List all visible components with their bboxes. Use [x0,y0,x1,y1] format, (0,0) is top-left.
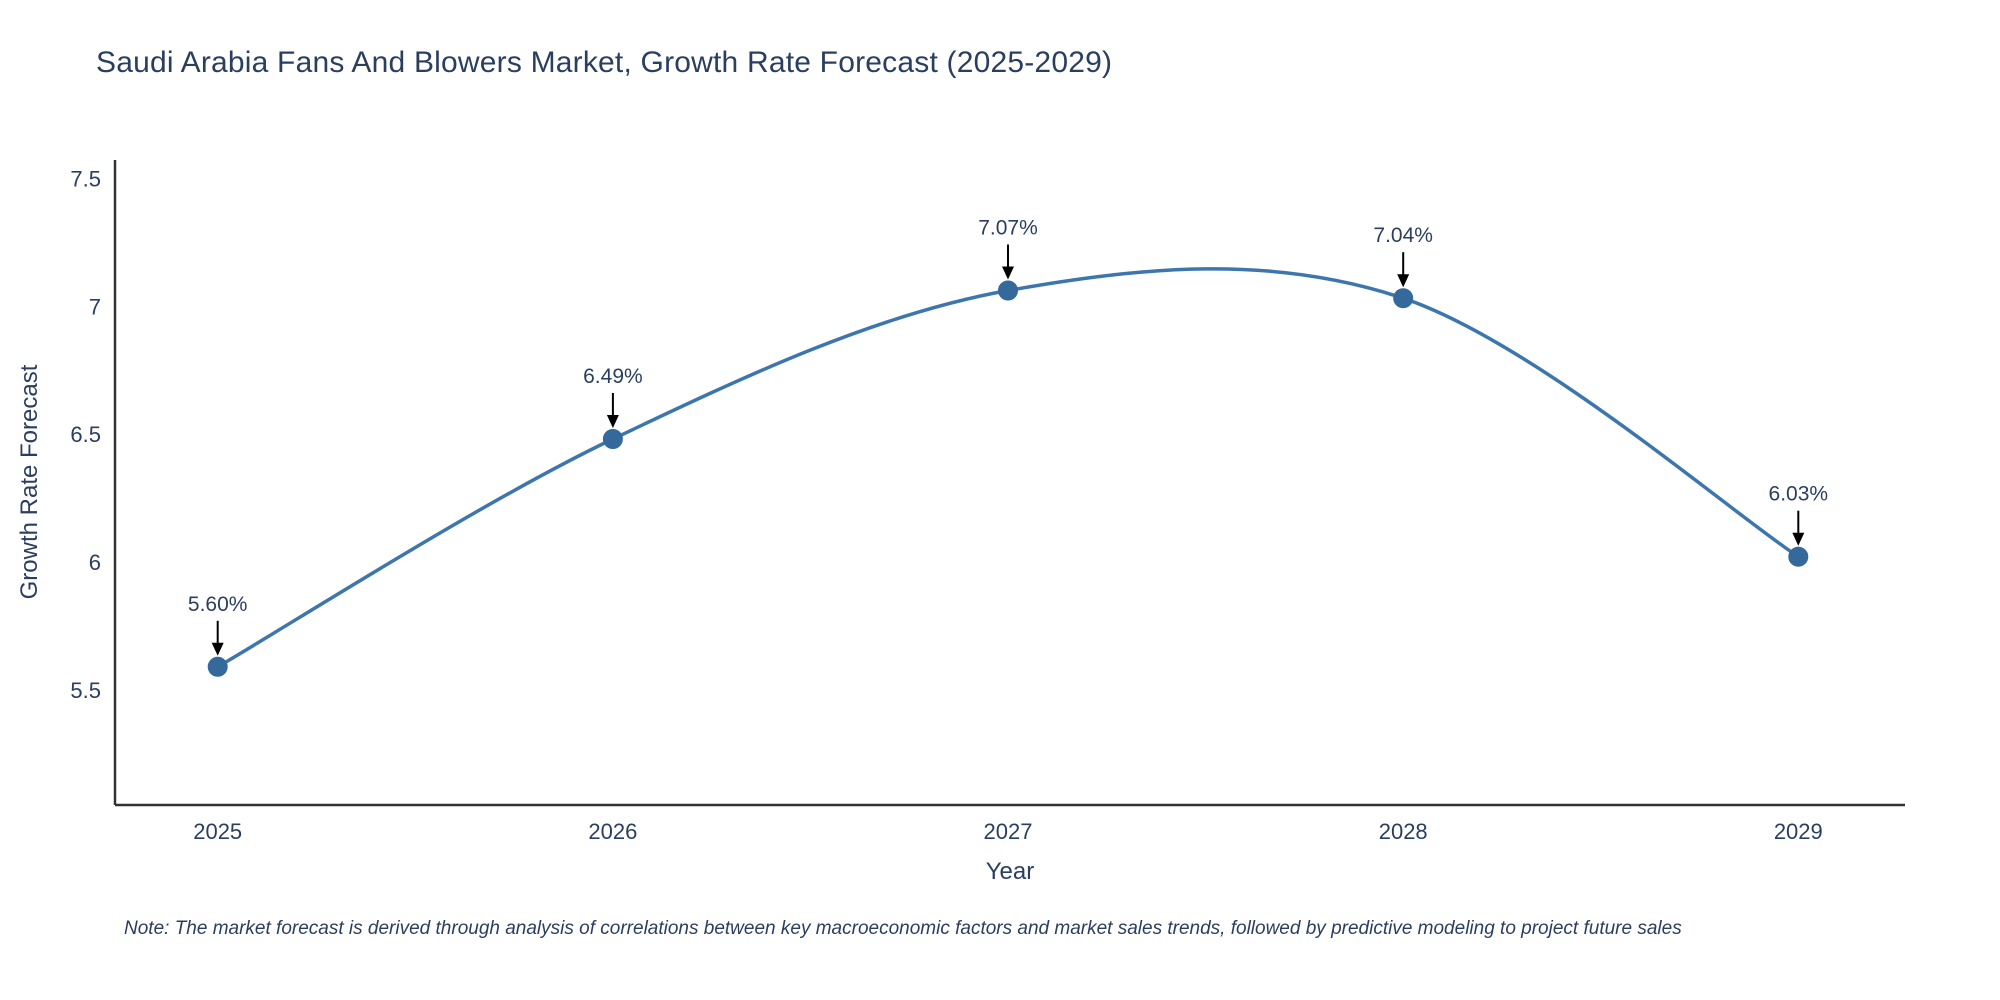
annotation-arrowhead [1792,532,1805,546]
x-tick-label: 2026 [588,819,637,844]
x-tick-label: 2025 [193,819,242,844]
annotation-arrowhead [1397,274,1410,288]
y-tick-label: 6.5 [70,422,101,447]
point-annotation: 6.49% [583,365,643,388]
annotation-arrowhead [211,642,224,656]
data-point[interactable] [1393,288,1414,309]
chart-title: Saudi Arabia Fans And Blowers Market, Gr… [96,46,1113,79]
footnote: Note: The market forecast is derived thr… [124,918,1682,939]
annotation-arrowhead [606,415,619,428]
y-axis-title: Growth Rate Forecast [16,364,43,600]
trend-line [215,267,1801,669]
point-annotation: 7.04% [1373,224,1433,247]
annotation-arrowhead [1002,266,1014,280]
point-annotation: 6.03% [1769,483,1829,506]
x-tick-label: 2028 [1379,819,1428,844]
y-tick-label: 7.5 [70,166,101,191]
x-axis-title: Year [985,858,1035,885]
data-point[interactable] [1788,546,1809,567]
data-point[interactable] [602,429,623,449]
data-point[interactable] [998,280,1018,301]
y-tick-label: 5.5 [70,678,101,703]
point-annotation: 5.60% [188,593,248,616]
y-tick-label: 7 [89,294,101,319]
point-annotation: 7.07% [978,217,1038,240]
y-tick-label: 6 [89,550,101,575]
data-point[interactable] [207,656,228,677]
x-tick-label: 2029 [1774,819,1823,844]
x-tick-label: 2027 [984,819,1033,844]
